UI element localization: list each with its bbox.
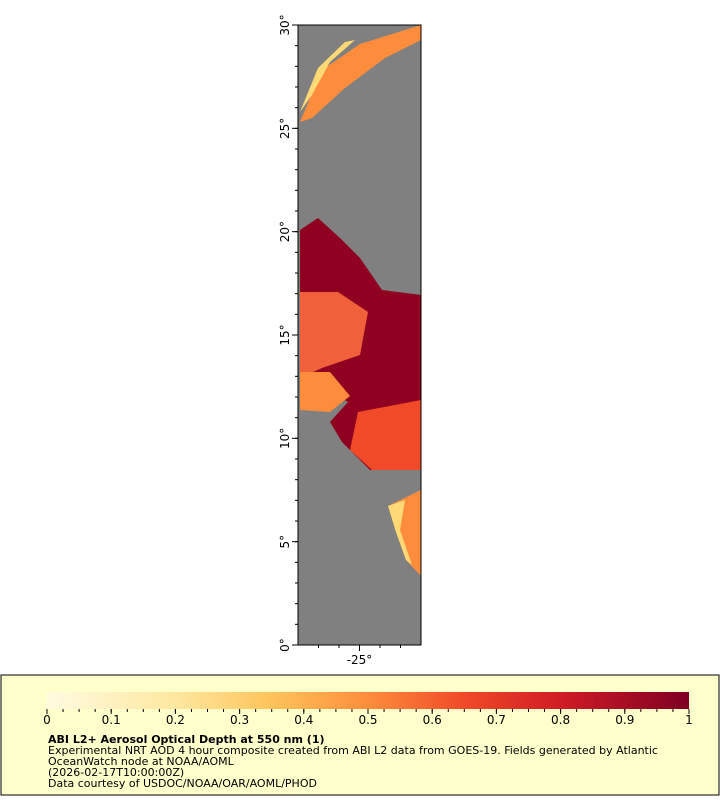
colorbar-tick-label: 0.7 xyxy=(487,713,506,727)
colorbar-tick-label: 0.1 xyxy=(102,713,121,727)
aerosol-field xyxy=(300,25,421,122)
aerosol-field xyxy=(300,372,350,412)
aerosol-field xyxy=(388,500,412,565)
colorbar-tick-label: 0 xyxy=(43,713,51,727)
colorbar xyxy=(47,692,689,709)
y-tick-label: 0° xyxy=(278,638,292,652)
y-tick-label: 25° xyxy=(278,118,292,139)
legend-note: Data courtesy of USDOC/NOAA/OAR/AOML/PHO… xyxy=(48,777,317,790)
legend-note: (2026-02-17T10:00:00Z) xyxy=(48,766,184,779)
legend-note: Experimental NRT AOD 4 hour composite cr… xyxy=(48,744,658,757)
x-tick-label: -25° xyxy=(347,653,373,667)
colorbar-tick-label: 0.6 xyxy=(423,713,442,727)
y-tick-label: 15° xyxy=(278,324,292,345)
colorbar-tick-label: 0.3 xyxy=(230,713,249,727)
colorbar-tick-label: 0.4 xyxy=(294,713,313,727)
colorbar-tick-label: 0.9 xyxy=(615,713,634,727)
aerosol-field xyxy=(300,292,368,378)
aerosol-field xyxy=(350,400,421,470)
colorbar-tick-label: 1 xyxy=(685,713,693,727)
y-tick-label: 20° xyxy=(278,221,292,242)
y-tick-label: 10° xyxy=(278,428,292,449)
colorbar-tick-label: 0.5 xyxy=(358,713,377,727)
colorbar-tick-label: 0.8 xyxy=(551,713,570,727)
y-tick-label: 5° xyxy=(278,535,292,549)
y-tick-label: 30° xyxy=(278,14,292,35)
map-area xyxy=(297,24,422,646)
legend-title: ABI L2+ Aerosol Optical Depth at 550 nm … xyxy=(48,733,325,746)
colorbar-tick-label: 0.2 xyxy=(166,713,185,727)
legend-note: OceanWatch node at NOAA/AOML xyxy=(48,755,235,768)
